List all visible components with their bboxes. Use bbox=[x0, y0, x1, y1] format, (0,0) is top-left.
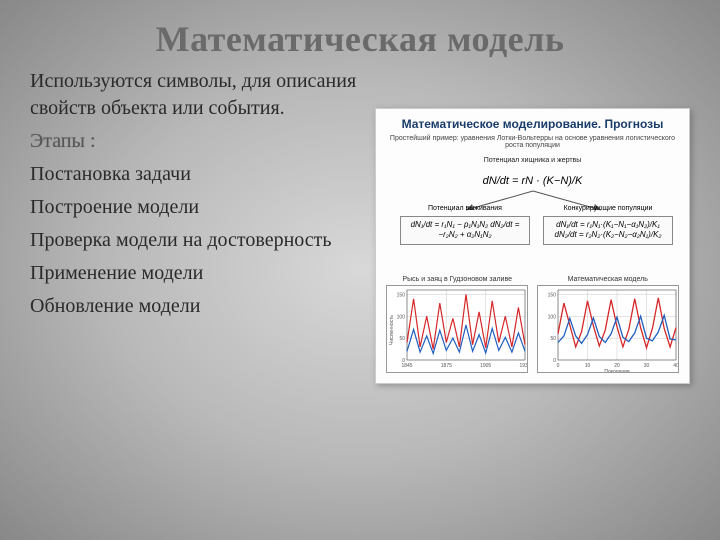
flow-top-eq: dN/dt = rN · (K−N)/K bbox=[483, 175, 583, 187]
svg-text:150: 150 bbox=[547, 292, 556, 298]
step-4: Применение модели bbox=[30, 260, 360, 287]
svg-text:1875: 1875 bbox=[441, 363, 452, 369]
branch-left-label: Потенциал выживания bbox=[400, 205, 530, 212]
panel-subtitle: Простейший пример: уравнения Лотки-Вольт… bbox=[386, 135, 679, 149]
branch-right-label: Конкурирующие популяции bbox=[543, 205, 673, 212]
text-column: Используются символы, для описания свойс… bbox=[30, 68, 360, 384]
svg-text:100: 100 bbox=[547, 314, 556, 320]
chart-1-caption: Рысь и заяц в Гудзоновом заливе bbox=[386, 276, 529, 283]
flow-branch-right: Конкурирующие популяции dN₁/dt = r₁N₁·(K… bbox=[543, 205, 673, 245]
chart-2-svg: 050100150010203040Поколения bbox=[537, 285, 679, 373]
svg-text:50: 50 bbox=[550, 336, 556, 342]
figure-column: Математическое моделирование. Прогнозы П… bbox=[360, 68, 690, 384]
eq-left: dN₁/dt = r₁N₁ − p₁N₁N₂ dN₂/dt = −r₂N₂ + … bbox=[400, 216, 530, 245]
step-1: Постановка задачи bbox=[30, 161, 360, 188]
content-area: Используются символы, для описания свойс… bbox=[0, 68, 720, 384]
svg-text:1845: 1845 bbox=[401, 363, 412, 369]
intro-text: Используются символы, для описания свойс… bbox=[30, 68, 360, 122]
svg-text:Численность: Численность bbox=[389, 315, 395, 345]
step-5: Обновление модели bbox=[30, 293, 360, 320]
model-panel: Математическое моделирование. Прогнозы П… bbox=[375, 108, 690, 384]
svg-text:30: 30 bbox=[643, 363, 649, 369]
chart-1: Рысь и заяц в Гудзоновом заливе 05010015… bbox=[386, 276, 529, 373]
etapy-label: Этапы : bbox=[30, 128, 360, 155]
step-3: Проверка модели на достоверность bbox=[30, 227, 360, 254]
svg-text:1935: 1935 bbox=[519, 363, 528, 369]
svg-text:1905: 1905 bbox=[480, 363, 491, 369]
flow-branch-left: Потенциал выживания dN₁/dt = r₁N₁ − p₁N₁… bbox=[400, 205, 530, 245]
svg-text:100: 100 bbox=[397, 314, 406, 320]
svg-text:50: 50 bbox=[399, 336, 405, 342]
svg-text:150: 150 bbox=[397, 292, 406, 298]
flow-top-label: Потенциал хищника и жертвы bbox=[484, 157, 582, 165]
chart-2: Математическая модель 050100150010203040… bbox=[537, 276, 680, 373]
flow-diagram: Потенциал хищника и жертвы dN/dt = rN · … bbox=[386, 155, 679, 270]
charts-row: Рысь и заяц в Гудзоновом заливе 0 50 100 15… bbox=[386, 276, 679, 373]
eq-right: dN₁/dt = r₁N₁·(K₁−N₁−α₁N₂)/K₁ dN₂/dt = r… bbox=[543, 216, 673, 245]
step-2: Построение модели bbox=[30, 194, 360, 221]
svg-text:10: 10 bbox=[584, 363, 590, 369]
panel-title: Математическое моделирование. Прогнозы bbox=[386, 117, 679, 131]
chart-2-caption: Математическая модель bbox=[537, 276, 680, 283]
page-title: Математическая модель bbox=[0, 0, 720, 68]
svg-text:40: 40 bbox=[673, 363, 679, 369]
svg-text:0: 0 bbox=[556, 363, 559, 369]
chart-1-svg: 0501001501845187519051935Численность bbox=[386, 285, 528, 373]
svg-text:Поколения: Поколения bbox=[604, 369, 630, 373]
